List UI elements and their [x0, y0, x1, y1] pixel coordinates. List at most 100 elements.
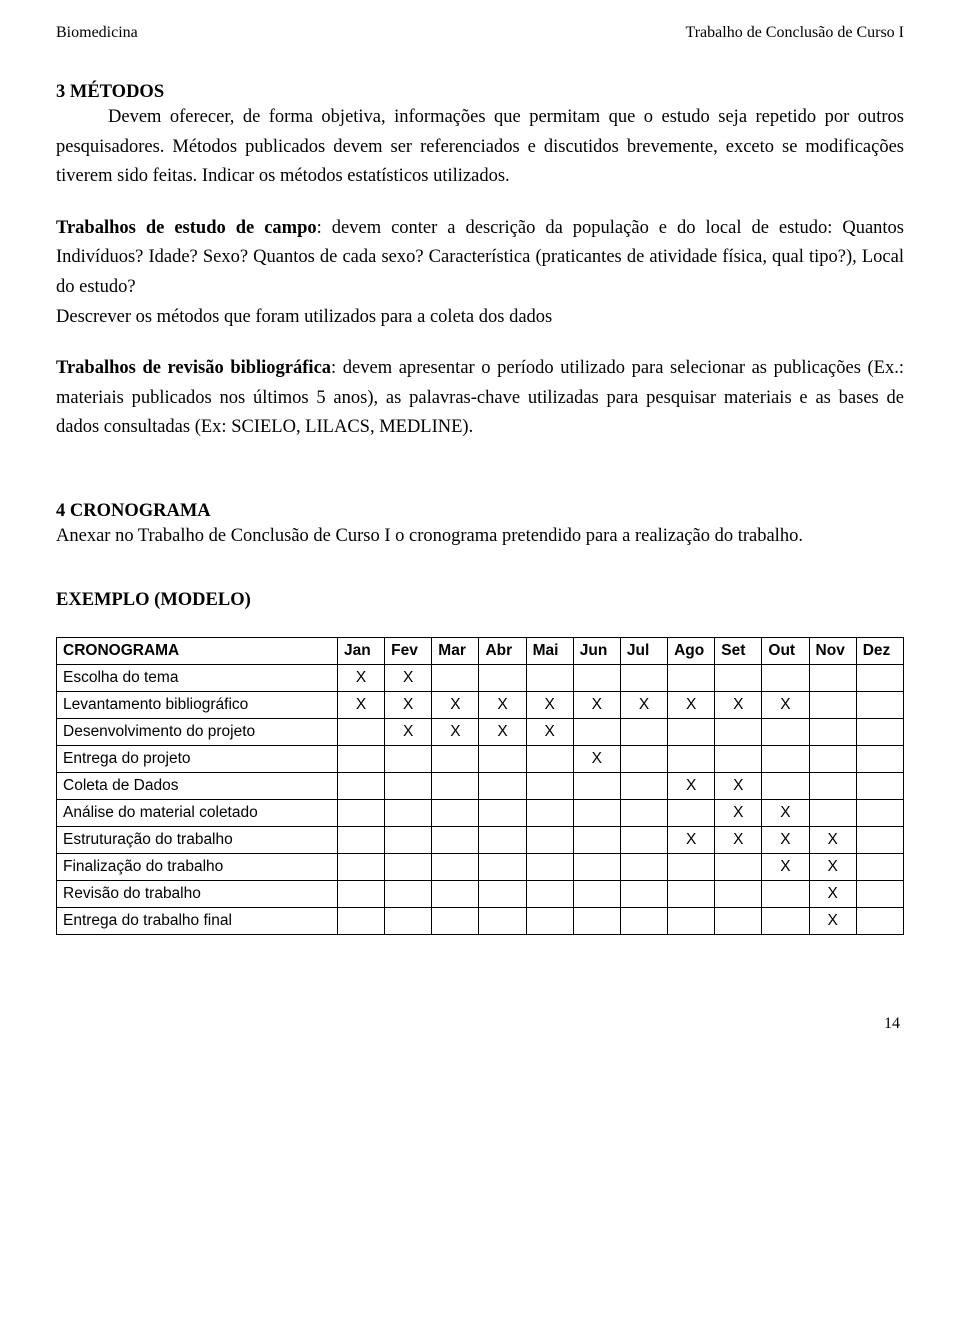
cell-mark [337, 773, 384, 800]
cell-mark [573, 773, 620, 800]
cell-mark [573, 719, 620, 746]
cell-mark [620, 665, 667, 692]
cell-mark [385, 908, 432, 935]
cell-mark: X [715, 692, 762, 719]
cell-mark [856, 908, 903, 935]
cell-mark [526, 854, 573, 881]
cell-mark [809, 746, 856, 773]
cell-mark: X [809, 827, 856, 854]
cell-mark [620, 719, 667, 746]
cell-mark [479, 881, 526, 908]
cell-mark [856, 773, 903, 800]
cell-mark [573, 881, 620, 908]
cell-mark [337, 854, 384, 881]
table-row: Levantamento bibliográficoXXXXXXXXXX [57, 692, 904, 719]
cell-mark [668, 854, 715, 881]
cell-mark [668, 908, 715, 935]
cell-mark: X [715, 800, 762, 827]
cell-mark [668, 746, 715, 773]
cell-mark: X [432, 719, 479, 746]
table-row: Estruturação do trabalhoXXXX [57, 827, 904, 854]
cell-mark [762, 881, 809, 908]
cell-mark: X [668, 773, 715, 800]
cell-mark: X [526, 719, 573, 746]
cell-mark [432, 881, 479, 908]
header-month: Fev [385, 638, 432, 665]
cell-mark [337, 719, 384, 746]
cell-mark: X [715, 827, 762, 854]
cell-activity: Finalização do trabalho [57, 854, 338, 881]
header-left: Biomedicina [56, 24, 138, 42]
cell-mark: X [526, 692, 573, 719]
cell-mark [432, 746, 479, 773]
header-month: Set [715, 638, 762, 665]
cell-mark [385, 827, 432, 854]
cell-mark [526, 665, 573, 692]
cell-mark [479, 773, 526, 800]
cell-mark: X [385, 692, 432, 719]
header-month: Abr [479, 638, 526, 665]
cell-activity: Revisão do trabalho [57, 881, 338, 908]
spacer [56, 192, 904, 214]
cell-mark [526, 800, 573, 827]
section-4-title: 4 CRONOGRAMA [56, 501, 904, 522]
cell-mark [809, 719, 856, 746]
cell-mark [432, 827, 479, 854]
cell-mark [856, 854, 903, 881]
cell-activity: Desenvolvimento do projeto [57, 719, 338, 746]
cell-mark [573, 800, 620, 827]
cell-activity: Entrega do trabalho final [57, 908, 338, 935]
cell-mark [715, 665, 762, 692]
cell-mark [573, 908, 620, 935]
cell-mark [385, 746, 432, 773]
table-header-row: CRONOGRAMA Jan Fev Mar Abr Mai Jun Jul A… [57, 638, 904, 665]
table-row: Entrega do trabalho finalX [57, 908, 904, 935]
header-right: Trabalho de Conclusão de Curso I [686, 24, 905, 42]
cell-mark: X [809, 854, 856, 881]
cell-mark [762, 719, 809, 746]
table-row: Escolha do temaXX [57, 665, 904, 692]
cell-mark [620, 746, 667, 773]
cell-mark [762, 773, 809, 800]
cell-mark [668, 800, 715, 827]
cell-mark [337, 908, 384, 935]
cell-mark: X [668, 827, 715, 854]
cell-mark [715, 854, 762, 881]
cell-mark: X [479, 692, 526, 719]
cell-mark [573, 665, 620, 692]
cell-mark: X [479, 719, 526, 746]
cell-mark [715, 908, 762, 935]
cell-mark [715, 881, 762, 908]
cell-mark [856, 665, 903, 692]
cell-mark [715, 746, 762, 773]
page-number: 14 [56, 1015, 904, 1033]
cell-mark [762, 665, 809, 692]
cell-mark [432, 800, 479, 827]
cell-mark [620, 881, 667, 908]
cell-mark [385, 800, 432, 827]
section-3-title: 3 MÉTODOS [56, 82, 904, 103]
cell-mark: X [715, 773, 762, 800]
cell-mark [715, 719, 762, 746]
cell-activity: Coleta de Dados [57, 773, 338, 800]
cronograma-table: CRONOGRAMA Jan Fev Mar Abr Mai Jun Jul A… [56, 637, 904, 935]
header-month: Jan [337, 638, 384, 665]
cell-mark: X [432, 692, 479, 719]
running-header: Biomedicina Trabalho de Conclusão de Cur… [56, 24, 904, 42]
cell-mark [762, 746, 809, 773]
cell-mark [479, 746, 526, 773]
cell-mark: X [762, 692, 809, 719]
cell-mark [432, 908, 479, 935]
cell-mark: X [337, 692, 384, 719]
cell-mark [668, 719, 715, 746]
section-3-para-1: Devem oferecer, de forma objetiva, infor… [56, 103, 904, 192]
table-row: Desenvolvimento do projetoXXXX [57, 719, 904, 746]
table-row: Coleta de Dados XX [57, 773, 904, 800]
header-month: Ago [668, 638, 715, 665]
cell-mark [479, 827, 526, 854]
cell-mark: X [762, 854, 809, 881]
section-3-campo: Trabalhos de estudo de campo: devem cont… [56, 214, 904, 303]
spacer [56, 615, 904, 637]
cell-mark [668, 665, 715, 692]
cell-mark [385, 854, 432, 881]
